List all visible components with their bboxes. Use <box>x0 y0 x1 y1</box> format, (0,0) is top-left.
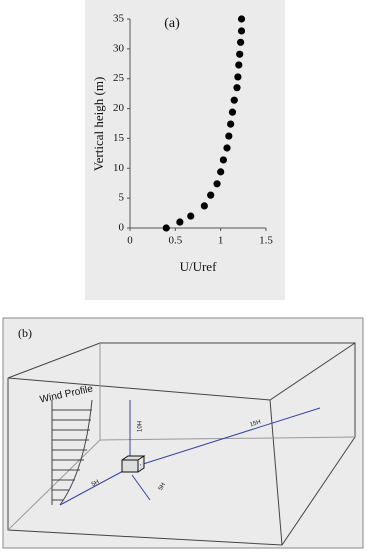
point <box>227 120 235 128</box>
x-tick-label: 0.5 <box>168 235 182 247</box>
point <box>200 202 208 210</box>
point <box>237 27 246 35</box>
panel-a-bg <box>85 0 285 300</box>
y-tick-label: 25 <box>113 72 125 84</box>
point <box>228 108 237 116</box>
point <box>233 84 241 92</box>
x-tick-label: 0 <box>127 235 133 247</box>
point <box>237 15 246 23</box>
point <box>234 73 242 81</box>
panel-b: (b) Wind Profile 10H 15H 5H 5H <box>7 326 356 546</box>
point <box>237 38 245 46</box>
profile-curve <box>59 399 93 506</box>
dimension-label: 5H <box>158 482 167 492</box>
y-tick-label: 20 <box>113 102 125 114</box>
dimension-label: 15H <box>249 419 261 428</box>
point <box>217 168 225 176</box>
dimension-label: 5H <box>91 479 101 488</box>
profile-hatch <box>52 409 92 501</box>
y-tick-label: 35 <box>113 13 125 25</box>
panel-label: (b) <box>18 326 32 340</box>
y-tick-label: 15 <box>113 132 125 144</box>
point <box>162 224 170 232</box>
x-axis-label: U/Uref <box>180 259 217 274</box>
point <box>176 218 184 226</box>
point <box>207 191 215 199</box>
building <box>121 455 146 473</box>
point <box>219 156 227 164</box>
point <box>236 50 244 58</box>
panel-a: (a) U/Uref Vertical heigh (m) 0510152025… <box>91 13 273 274</box>
y-tick-label: 10 <box>113 162 125 174</box>
y-tick-label: 30 <box>113 42 125 54</box>
dimension-lines <box>59 400 321 506</box>
panel-b-bg <box>2 317 364 549</box>
y-tick-label: 5 <box>119 192 125 204</box>
dimension-label: 10H <box>138 421 144 432</box>
domain-edge <box>269 399 283 546</box>
point <box>223 144 231 152</box>
point <box>230 96 238 104</box>
y-tick-label: 0 <box>119 222 125 234</box>
point <box>213 180 221 188</box>
y-axis-label: Vertical heigh (m) <box>91 77 106 172</box>
annotation: (a) <box>164 16 180 31</box>
point <box>225 132 233 140</box>
x-tick-label: 1 <box>218 235 224 247</box>
x-tick-label: 1.5 <box>259 235 273 247</box>
point <box>235 61 243 69</box>
domain-back-edge <box>7 439 101 531</box>
point <box>187 212 195 220</box>
